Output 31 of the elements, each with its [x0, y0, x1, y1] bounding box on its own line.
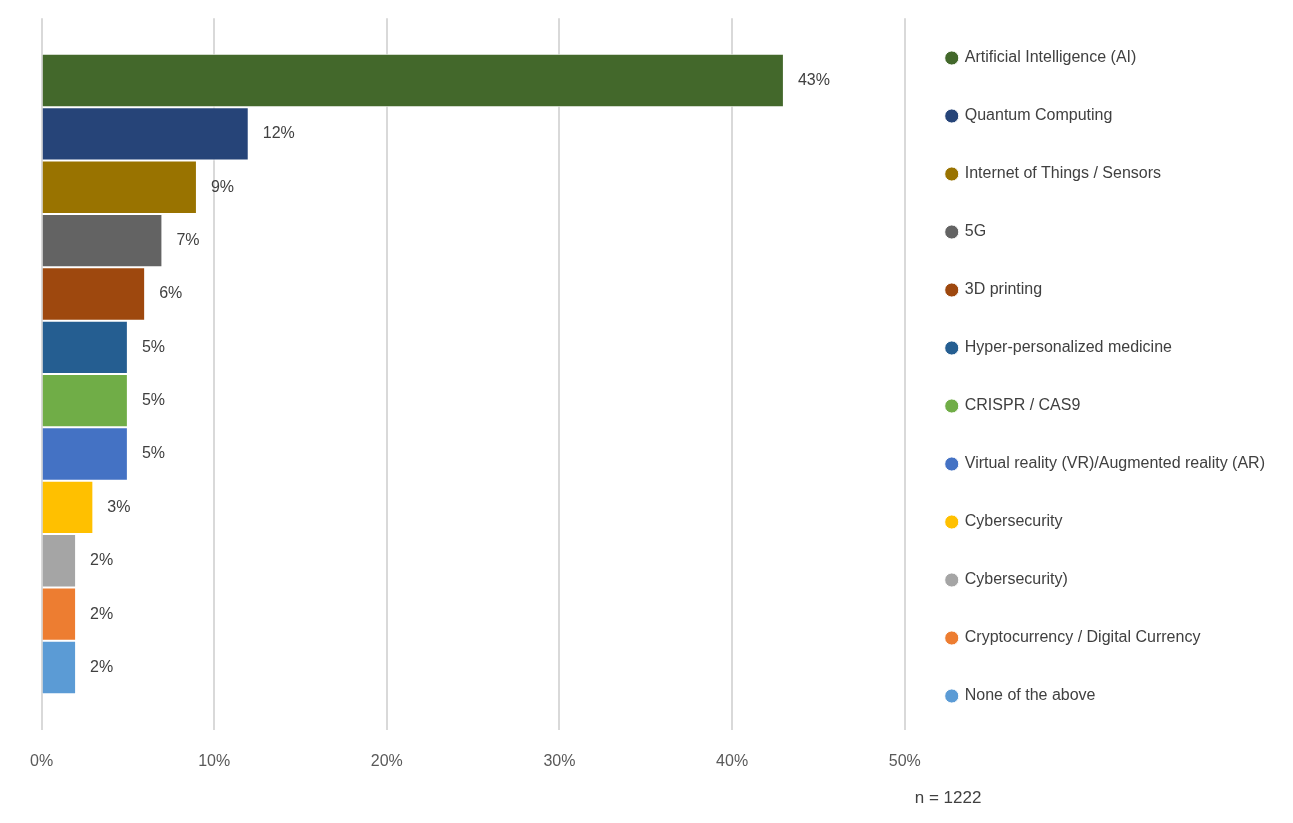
legend-label: Hyper-personalized medicine: [964, 338, 1173, 356]
data-label: 6%: [159, 284, 183, 302]
data-label: 2%: [90, 657, 114, 675]
legend-label: Internet of Things / Sensors: [964, 164, 1162, 182]
legend-label: 5G: [964, 222, 987, 240]
legend-label: Cybersecurity: [964, 512, 1063, 530]
legend-label: Cryptocurrency / Digital Currency: [964, 628, 1201, 646]
x-tick-label: 20%: [370, 751, 403, 769]
legend-label: Quantum Computing: [964, 106, 1113, 124]
data-label: 9%: [210, 177, 235, 195]
legend-label: None of the above: [964, 686, 1096, 704]
x-tick-label: 30%: [543, 751, 576, 769]
legend-label: Cybersecurity): [964, 570, 1068, 588]
x-tick-label: 50%: [888, 751, 921, 769]
data-label: 7%: [176, 230, 200, 248]
x-tick-label: 10%: [198, 751, 231, 769]
data-label: 3%: [107, 497, 131, 515]
text: n = 1222: [914, 788, 982, 808]
data-label: 12%: [262, 124, 295, 142]
legend-label: Virtual reality (VR)/Augmented reality (AR): [964, 454, 1265, 472]
legend-label: CRISPR / CAS9: [964, 396, 1081, 414]
x-tick-label: 40%: [716, 751, 749, 769]
data-label: 43%: [797, 70, 830, 88]
data-label: 5%: [141, 444, 166, 462]
data-label: 5%: [141, 337, 166, 355]
data-label: 2%: [90, 551, 114, 569]
x-tick-label: 0%: [30, 751, 54, 769]
data-label: 2%: [90, 604, 114, 622]
data-label: 5%: [141, 391, 166, 409]
legend-label: Artificial Intelligence (AI): [964, 48, 1137, 66]
legend-label: 3D printing: [964, 280, 1043, 298]
